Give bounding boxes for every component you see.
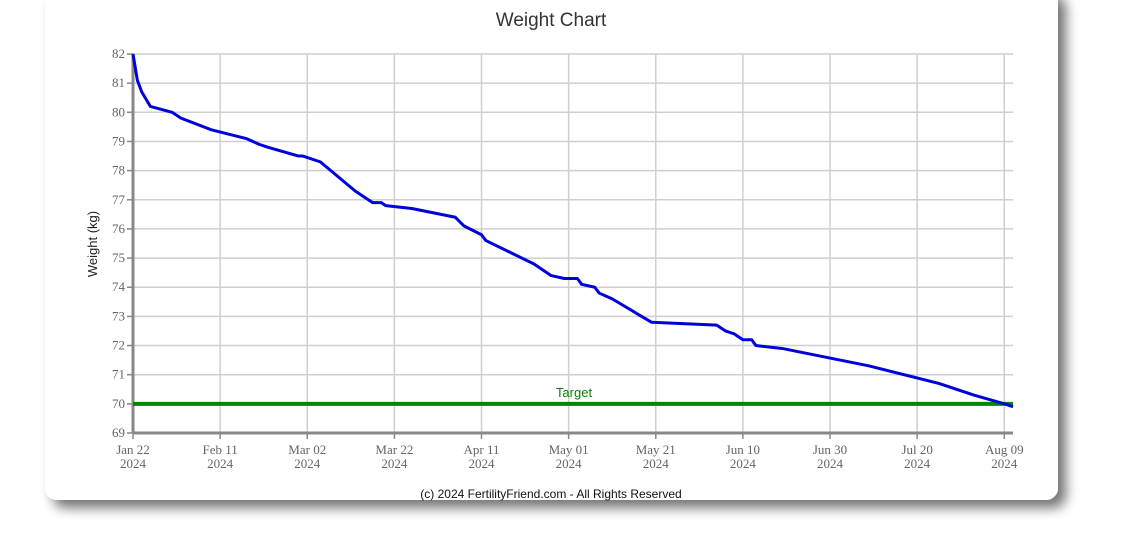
y-tick-label: 76 <box>112 221 126 236</box>
y-tick-label: 74 <box>112 279 126 294</box>
x-tick-label-line: Jun 30 <box>813 442 847 457</box>
y-tick-label: 69 <box>112 425 125 440</box>
y-tick-label: 80 <box>112 104 125 119</box>
x-tick-label-line: 2024 <box>904 456 931 471</box>
x-tick-label-line: 2024 <box>294 456 321 471</box>
chart-title: Weight Chart <box>496 10 607 31</box>
x-tick-label-line: Jul 20 <box>901 442 932 457</box>
x-tick-label: Jan 22 2024 <box>116 442 150 471</box>
x-tick-label-line: 2024 <box>817 456 844 471</box>
x-tick-label: Mar 02 2024 <box>288 442 326 471</box>
x-tick-label-line: Apr 11 <box>464 442 500 457</box>
x-tick-label-line: May 21 <box>636 442 676 457</box>
footer: (c) 2024 FertilityFriend.com - All Right… <box>420 487 681 501</box>
x-tick-label-line: 2024 <box>381 456 408 471</box>
x-tick-label-line: 2024 <box>643 456 670 471</box>
y-tick-label: 77 <box>112 192 126 207</box>
x-tick-label-line: 2024 <box>730 456 757 471</box>
x-tick-label-line: Mar 22 <box>375 442 413 457</box>
y-tick-label: 79 <box>112 133 125 148</box>
y-tick-label: 78 <box>112 163 125 178</box>
x-tick-label-line: Feb 11 <box>202 442 237 457</box>
y-tick-label: 70 <box>112 396 125 411</box>
target-label: Target <box>556 385 593 400</box>
x-tick-label: Mar 22 2024 <box>375 442 413 471</box>
x-tick-label: Feb 11 2024 <box>202 442 237 471</box>
y-tick-label: 72 <box>112 338 125 353</box>
x-tick-label-line: Jan 22 <box>116 442 150 457</box>
x-tick-label-line: Mar 02 <box>288 442 326 457</box>
x-tick-label: Jun 10 2024 <box>726 442 760 471</box>
y-tick-label: 81 <box>112 75 125 90</box>
x-tick-label: Apr 11 2024 <box>464 442 500 471</box>
y-tick-label: 75 <box>112 250 125 265</box>
x-tick-label-line: Aug 09 <box>985 442 1024 457</box>
y-tick-label: 82 <box>112 46 125 61</box>
x-tick-label-line: May 01 <box>549 442 589 457</box>
x-tick-label-line: 2024 <box>556 456 583 471</box>
x-tick-label: May 01 2024 <box>549 442 589 471</box>
x-tick-label: May 21 2024 <box>636 442 676 471</box>
card <box>45 0 1058 500</box>
x-tick-label: Jun 30 2024 <box>813 442 847 471</box>
x-tick-label: Jul 20 2024 <box>901 442 932 471</box>
x-tick-label-line: 2024 <box>469 456 496 471</box>
x-tick-label: Aug 09 2024 <box>985 442 1024 471</box>
weight-line <box>131 53 1014 409</box>
y-tick-label: 73 <box>112 308 125 323</box>
y-axis-label: Weight (kg) <box>85 211 100 277</box>
x-tick-label-line: 2024 <box>120 456 147 471</box>
x-tick-label-line: 2024 <box>207 456 234 471</box>
y-tick-label: 71 <box>112 367 125 382</box>
x-tick-label-line: 2024 <box>991 456 1018 471</box>
x-tick-label-line: Jun 10 <box>726 442 760 457</box>
